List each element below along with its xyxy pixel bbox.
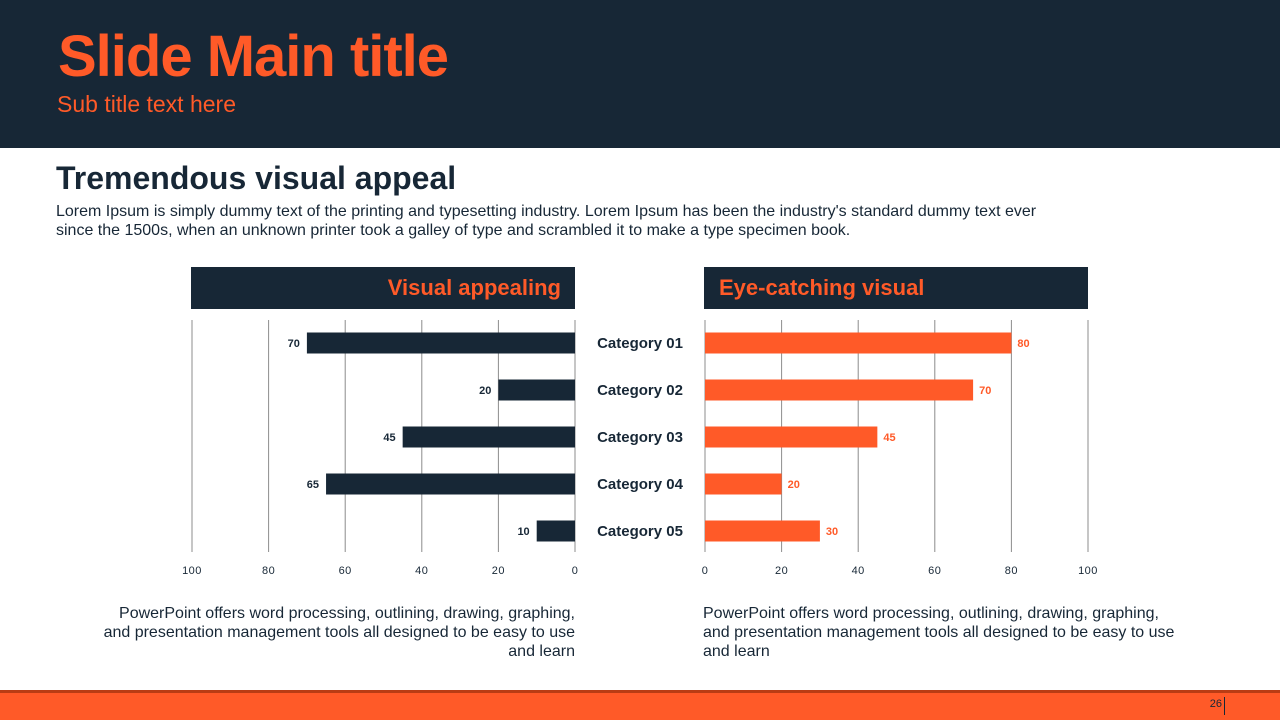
category-label: Category 03 xyxy=(597,429,683,446)
right-chart-tick-label: 0 xyxy=(702,565,709,577)
left-chart-tick-label: 60 xyxy=(339,565,352,577)
left-chart-bar xyxy=(306,332,575,354)
right-chart-bar xyxy=(705,379,974,401)
left-chart-bar xyxy=(326,473,575,495)
right-chart-bar xyxy=(705,426,878,448)
right-chart-value-label: 45 xyxy=(883,432,895,444)
right-chart-bar xyxy=(705,332,1012,354)
page-number: 26 xyxy=(1209,698,1222,710)
left-chart-value-label: 65 xyxy=(307,479,319,491)
section-heading: Tremendous visual appeal xyxy=(56,160,457,196)
left-chart-title: Visual appealing xyxy=(191,267,575,309)
right-chart-value-label: 20 xyxy=(788,479,800,491)
category-label: Category 01 xyxy=(597,335,683,352)
right-chart-bar xyxy=(705,520,820,542)
page-subtitle: Sub title text here xyxy=(57,91,236,117)
right-chart-value-label: 30 xyxy=(826,526,838,538)
left-caption: PowerPoint offers word processing, outli… xyxy=(103,605,575,660)
right-caption: PowerPoint offers word processing, outli… xyxy=(703,605,1175,660)
right-chart-tick-label: 60 xyxy=(928,565,941,577)
header-band xyxy=(0,0,1280,148)
footer-band xyxy=(0,693,1280,720)
right-chart-tick-label: 20 xyxy=(775,565,788,577)
right-chart-bar xyxy=(705,473,782,495)
left-chart-value-label: 70 xyxy=(288,338,300,350)
left-chart-value-label: 45 xyxy=(383,432,395,444)
left-chart-tick-label: 0 xyxy=(572,565,579,577)
right-chart-tick-label: 100 xyxy=(1078,565,1098,577)
left-chart-bar xyxy=(402,426,575,448)
left-chart-tick-label: 80 xyxy=(262,565,275,577)
intro-paragraph: Lorem Ipsum is simply dummy text of the … xyxy=(56,203,1037,239)
right-chart-title: Eye-catching visual xyxy=(704,267,1088,309)
category-label: Category 05 xyxy=(597,523,683,540)
right-chart-value-label: 70 xyxy=(979,385,991,397)
right-chart-tick-label: 40 xyxy=(852,565,865,577)
left-chart-tick-label: 40 xyxy=(415,565,428,577)
left-chart-bar xyxy=(498,379,575,401)
right-chart-tick-label: 80 xyxy=(1005,565,1018,577)
left-chart-value-label: 10 xyxy=(517,526,529,538)
left-chart-tick-label: 100 xyxy=(182,565,202,577)
page-number-divider xyxy=(1224,697,1225,715)
category-label: Category 02 xyxy=(597,382,683,399)
category-label: Category 04 xyxy=(597,476,684,493)
left-chart-tick-label: 20 xyxy=(492,565,505,577)
footer-divider xyxy=(0,690,1280,693)
page-title: Slide Main title xyxy=(58,24,449,89)
left-chart-value-label: 20 xyxy=(479,385,491,397)
right-chart-value-label: 80 xyxy=(1017,338,1029,350)
left-chart-bar xyxy=(536,520,575,542)
